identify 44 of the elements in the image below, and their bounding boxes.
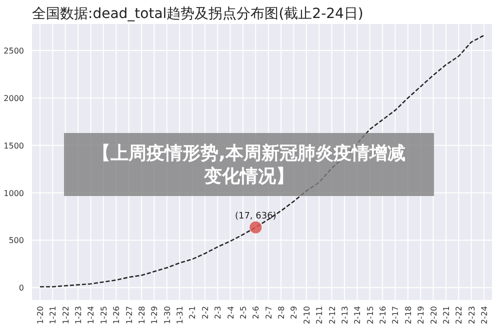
- y-tick-label: 0: [18, 284, 24, 293]
- x-tick-label: 2-8: [277, 306, 286, 320]
- x-tick-label: 2-7: [264, 306, 274, 320]
- x-tick-label: 2-3: [214, 306, 223, 320]
- x-tick-label: 2-10: [302, 306, 312, 324]
- x-tick-label: 1-24: [86, 306, 96, 324]
- x-tick-label: 1-26: [112, 306, 122, 324]
- x-tick-label: 2-18: [404, 306, 413, 324]
- x-tick-label: 2-2: [200, 306, 210, 320]
- x-tick-label: 2-14: [353, 306, 362, 324]
- y-tick-label: 1000: [4, 188, 24, 198]
- x-tick-label: 1-21: [48, 306, 58, 324]
- x-tick-label: 2-24: [480, 306, 489, 324]
- x-tick-label: 2-13: [340, 306, 350, 324]
- x-tick-label: 1-25: [99, 306, 108, 324]
- x-tick-label: 2-12: [328, 306, 337, 324]
- x-tick-label: 2-1: [188, 306, 198, 320]
- x-tick-label: 2-11: [315, 306, 324, 324]
- x-tick-label: 1-22: [61, 306, 70, 324]
- x-tick-label: 2-20: [429, 306, 438, 324]
- x-tick-label: 2-4: [226, 306, 236, 320]
- x-tick-label: 1-28: [137, 306, 146, 324]
- x-tick-label: 1-27: [124, 306, 134, 324]
- x-tick-label: 2-6: [252, 306, 261, 320]
- x-tick-label: 2-15: [366, 306, 375, 324]
- y-tick-label: 500: [8, 236, 24, 246]
- x-tick-label: 2-21: [442, 306, 451, 324]
- x-tick-label: 2-5: [238, 306, 248, 320]
- x-tick-label: 2-9: [290, 306, 299, 320]
- y-tick-label: 2000: [4, 94, 24, 103]
- x-tick-label: 2-16: [378, 306, 388, 324]
- x-tick-label: 2-22: [454, 306, 464, 324]
- x-tick-label: 1-30: [162, 306, 172, 324]
- x-tick-label: 2-19: [416, 306, 426, 324]
- y-tick-label: 1500: [4, 141, 24, 150]
- x-tick-label: 1-31: [176, 306, 185, 324]
- x-tick-label: 1-20: [36, 306, 45, 324]
- y-tick-label: 2500: [4, 46, 24, 56]
- x-tick-label: 1-29: [150, 306, 160, 324]
- x-tick-label: 2-23: [467, 306, 476, 324]
- x-tick-label: 2-17: [391, 306, 400, 324]
- banner: 【上周疫情形势,本周新冠肺炎疫情增减变化情况】: [64, 133, 434, 196]
- x-tick-label: 1-23: [74, 306, 84, 324]
- chart-title: 全国数据:dead_total趋势及拐点分布图(截止2-24日): [32, 6, 364, 22]
